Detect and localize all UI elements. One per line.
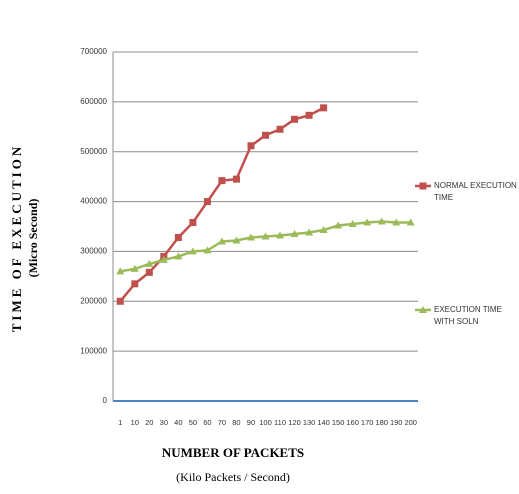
x-axis-unit: (Kilo Packets / Second) xyxy=(176,470,290,484)
marker xyxy=(406,218,415,226)
x-tick-label: 1 xyxy=(118,418,122,427)
marker xyxy=(276,231,285,239)
marker xyxy=(131,280,139,288)
x-tick-label: 90 xyxy=(247,418,255,427)
y-tick-label: 200000 xyxy=(80,296,107,305)
marker xyxy=(291,115,299,123)
marker xyxy=(276,125,284,133)
marker xyxy=(348,220,357,228)
legend-marker xyxy=(419,182,427,190)
marker xyxy=(363,218,372,226)
marker xyxy=(159,255,168,263)
x-tick-label: 100 xyxy=(259,418,272,427)
y-axis-title: TIME OF EXECUTION xyxy=(9,144,24,332)
x-tick-label: 130 xyxy=(303,418,316,427)
x-tick-label: 40 xyxy=(174,418,182,427)
marker xyxy=(116,267,125,275)
y-tick-label: 300000 xyxy=(80,247,107,256)
x-axis-title: NUMBER OF PACKETS xyxy=(162,445,304,460)
y-tick-label: 700000 xyxy=(80,47,107,56)
marker xyxy=(247,142,255,150)
marker xyxy=(217,237,226,245)
legend-label: NORMAL EXECUTION TIME xyxy=(434,181,517,202)
marker xyxy=(334,221,343,229)
x-tick-label: 120 xyxy=(288,418,301,427)
x-tick-label: 60 xyxy=(203,418,211,427)
marker xyxy=(188,247,197,255)
marker xyxy=(174,233,182,241)
y-tick-label: 500000 xyxy=(80,147,107,156)
y-tick-label: 0 xyxy=(103,396,108,405)
marker xyxy=(116,297,124,305)
marker xyxy=(174,252,183,260)
x-tick-label: 110 xyxy=(274,418,286,427)
marker xyxy=(203,246,212,254)
x-tick-label: 140 xyxy=(317,418,330,427)
marker xyxy=(232,175,240,183)
x-tick-label: 70 xyxy=(218,418,226,427)
x-tick-label: 50 xyxy=(189,418,197,427)
y-axis-unit: (Micro Second) xyxy=(26,199,40,278)
x-tick-label: 200 xyxy=(404,418,417,427)
x-tick-label: 160 xyxy=(346,418,359,427)
marker xyxy=(203,198,211,206)
marker xyxy=(305,228,314,236)
x-tick-label: 190 xyxy=(390,418,403,427)
legend-marker xyxy=(419,306,427,313)
marker xyxy=(305,111,313,119)
marker xyxy=(319,225,328,233)
x-tick-label: 10 xyxy=(131,418,139,427)
marker xyxy=(246,233,255,241)
marker xyxy=(145,259,154,267)
marker xyxy=(232,236,241,244)
series-line xyxy=(120,220,411,273)
marker xyxy=(262,131,269,139)
marker xyxy=(145,268,153,276)
x-tick-label: 30 xyxy=(160,418,168,427)
marker xyxy=(290,229,299,237)
x-tick-label: 80 xyxy=(232,418,240,427)
marker xyxy=(392,218,401,226)
legend-label: EXECUTION TIME WITH SOLN xyxy=(434,305,502,326)
y-tick-label: 600000 xyxy=(80,97,107,106)
marker xyxy=(218,177,226,185)
x-tick-label: 20 xyxy=(145,418,153,427)
marker xyxy=(130,264,139,272)
y-tick-label: 400000 xyxy=(80,197,107,206)
x-tick-label: 180 xyxy=(375,418,388,427)
marker xyxy=(320,104,328,112)
x-tick-label: 150 xyxy=(332,418,345,427)
marker xyxy=(189,219,197,227)
y-tick-label: 100000 xyxy=(80,346,107,355)
marker xyxy=(377,217,386,225)
marker xyxy=(261,232,270,240)
x-tick-label: 170 xyxy=(361,418,374,427)
